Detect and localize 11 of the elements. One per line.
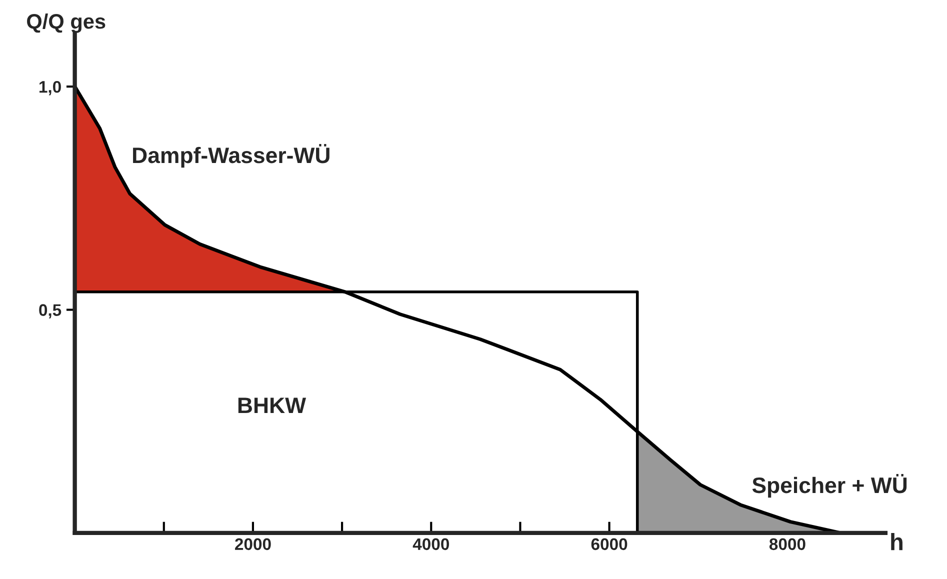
x-tick-label: 8000 [769, 538, 806, 550]
x-tick-label: 4000 [412, 538, 449, 550]
x-tick-label: 6000 [591, 538, 628, 550]
annotation: BHKW [238, 398, 306, 413]
annotation: Dampf-Wasser-WÜ [133, 144, 330, 168]
x-tick-label: 2000 [235, 538, 271, 550]
y-axis-title: Q/Q ges [27, 13, 106, 34]
y-tick-label: 1,0 [40, 80, 61, 96]
annotation: Speicher + WÜ [752, 474, 907, 498]
x-axis-title: h [891, 532, 902, 550]
y-tick-label: 0,5 [39, 304, 62, 318]
